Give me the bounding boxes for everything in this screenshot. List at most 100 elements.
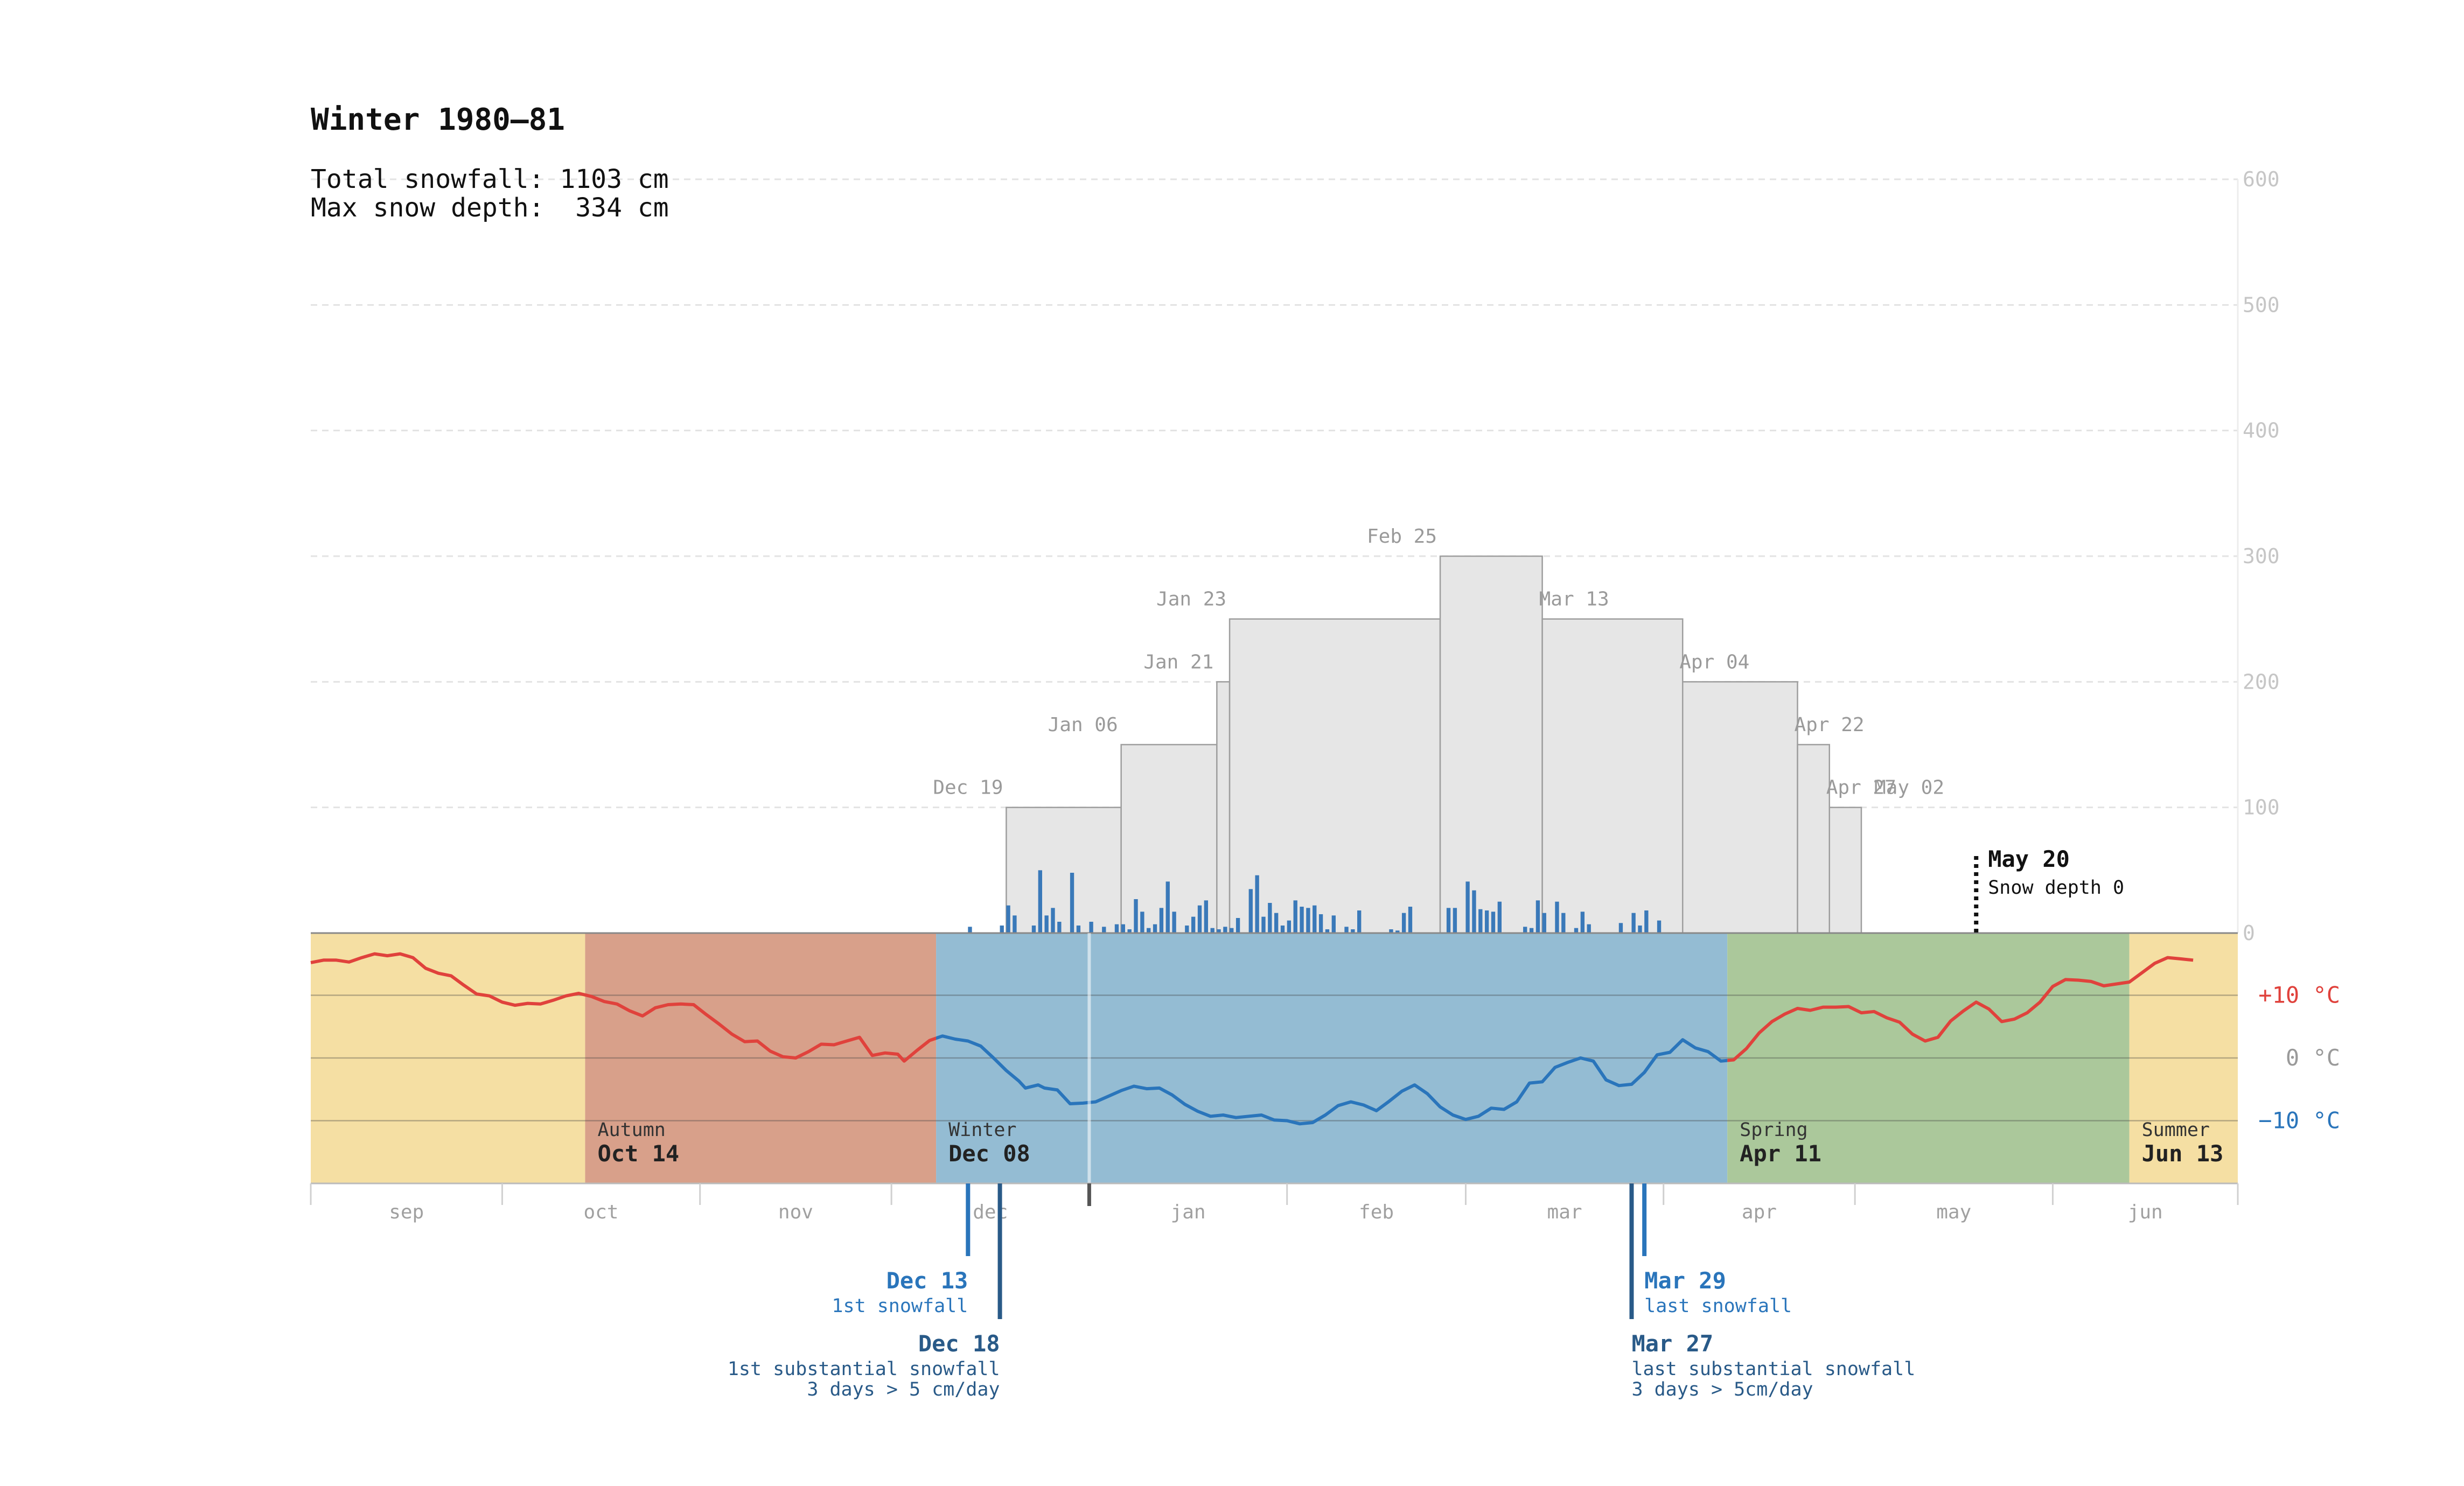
season-start-date: Jun 13 (2142, 1140, 2224, 1167)
season-start-date: Apr 11 (1740, 1140, 1821, 1167)
snowfall-bar (1523, 927, 1527, 933)
depth-step-label: Apr 22 (1795, 714, 1865, 736)
snowfall-bar (1248, 889, 1253, 933)
temp-tick-label: 0 °C (2286, 1045, 2340, 1071)
snowfall-bar (1580, 912, 1585, 933)
season-name: Winter (948, 1119, 1016, 1141)
marker-caption: last snowfall (1644, 1295, 1792, 1317)
snowfall-bar (1357, 910, 1362, 933)
snowfall-bar (1574, 928, 1579, 933)
month-label: feb (1359, 1201, 1394, 1223)
temp-tick-label: −10 °C (2258, 1108, 2340, 1134)
snowfall-bar (1134, 899, 1138, 933)
depth-step (1828, 807, 1862, 934)
snowfall-bar (1631, 913, 1636, 933)
snowfall-bar (1000, 926, 1004, 933)
snowfall-bar (1325, 929, 1330, 933)
depth-step-label: Mar 13 (1539, 588, 1609, 611)
snowfall-bar (1401, 913, 1406, 933)
season-start-date: Dec 08 (948, 1140, 1030, 1167)
snowfall-bar (1210, 928, 1214, 933)
snowfall-bar (1197, 905, 1202, 933)
depth-step-label: Dec 19 (933, 777, 1003, 799)
snowfall-bar (1497, 901, 1502, 933)
snowfall-bar (1127, 929, 1132, 933)
month-label: mar (1547, 1201, 1582, 1223)
snowfall-bar (1555, 901, 1559, 933)
snowfall-bar (1204, 900, 1209, 933)
depth-step-label: May 02 (1874, 777, 1944, 799)
snowfall-bar (1535, 900, 1540, 933)
season-band-spring (1727, 933, 2130, 1183)
max-depth-stat: Max snow depth: 334 cm (311, 193, 669, 223)
snowfall-bar (1395, 930, 1400, 933)
month-label: apr (1742, 1201, 1777, 1223)
marker-caption: 3 days > 5 cm/day (807, 1379, 1000, 1400)
snowfall-bar (1287, 920, 1292, 933)
snowfall-bar (1542, 913, 1546, 933)
x-axis: sep oct nov dec jan feb mar apr may jun (310, 1182, 2239, 1223)
chart-stats: Total snowfall: 1103 cm Max snow depth: 3… (311, 165, 669, 222)
snowfall-bar (1223, 927, 1227, 933)
snowfall-bar (1561, 913, 1566, 933)
season-name: Spring (1740, 1119, 1807, 1141)
snowfall-bar (1038, 870, 1042, 933)
snowfall-bar (1313, 905, 1317, 933)
depth-step (1541, 618, 1684, 934)
snowfall-bar (1236, 918, 1240, 933)
snowfall-bar (1268, 903, 1272, 933)
snowfall-bar (1076, 926, 1081, 933)
zero-depth-subtitle: Snow depth 0 (1988, 877, 2124, 899)
marker-caption: 1st snowfall (832, 1295, 968, 1317)
depth-step (1228, 618, 1441, 934)
season-name: Autumn (597, 1119, 665, 1141)
temp-tick-label: +10 °C (2258, 982, 2340, 1008)
snowfall-bar (1484, 910, 1489, 933)
snowfall-bar (1491, 912, 1496, 933)
depth-step (1797, 744, 1830, 934)
snowfall-bar (1472, 890, 1476, 933)
depth-tick-label: 100 (2243, 796, 2280, 819)
snowfall-bar (1318, 914, 1323, 933)
depth-step-label: Apr 27 (1826, 777, 1896, 799)
depth-step-label: Feb 25 (1367, 525, 1437, 548)
snowfall-bar (1153, 924, 1157, 933)
snowfall-bar (1089, 922, 1093, 933)
depth-step (1216, 681, 1231, 934)
snowfall-bar (1031, 926, 1036, 933)
chart-header: Winter 1980–81 Total snowfall: 1103 cm Ma… (311, 102, 669, 222)
depth-tick-label: 500 (2243, 293, 2280, 317)
month-label: nov (778, 1201, 813, 1223)
depth-step (1439, 555, 1543, 934)
snowfall-bar (1293, 900, 1297, 933)
snowfall-bar (1529, 928, 1534, 933)
snowfall-bar (1280, 926, 1285, 933)
snowfall-bar (1453, 908, 1457, 933)
snowfall-bar (1121, 924, 1126, 933)
depth-step-label: Jan 23 (1156, 588, 1226, 611)
snowfall-bar (1102, 927, 1106, 933)
month-label: jun (2128, 1201, 2163, 1223)
snowfall-bar (1114, 924, 1119, 933)
marker-caption: last substantial snowfall (1631, 1358, 1915, 1380)
snow-depth-zero-marker: May 20 Snow depth 0 (1974, 846, 2124, 933)
season-start-date: Oct 14 (597, 1140, 679, 1167)
snowfall-bar (1230, 928, 1234, 933)
depth-tick-label: 0 (2243, 921, 2255, 945)
month-label: sep (389, 1201, 424, 1223)
snowfall-bar (1255, 875, 1259, 933)
marker-caption: 1st substantial snowfall (728, 1358, 1000, 1380)
depth-step-label: Jan 21 (1143, 651, 1213, 673)
marker-title: Mar 27 (1631, 1330, 1713, 1357)
marker-title: Dec 13 (887, 1267, 968, 1294)
temperature-line (310, 933, 2194, 1183)
snowfall-bar (1044, 915, 1049, 933)
month-label: dec (973, 1201, 1008, 1223)
depth-step-label: Apr 04 (1679, 651, 1749, 673)
season-band-summer (2129, 933, 2238, 1183)
snowfall-bar (1185, 926, 1189, 933)
temperature-cold-line (936, 1034, 1728, 1126)
